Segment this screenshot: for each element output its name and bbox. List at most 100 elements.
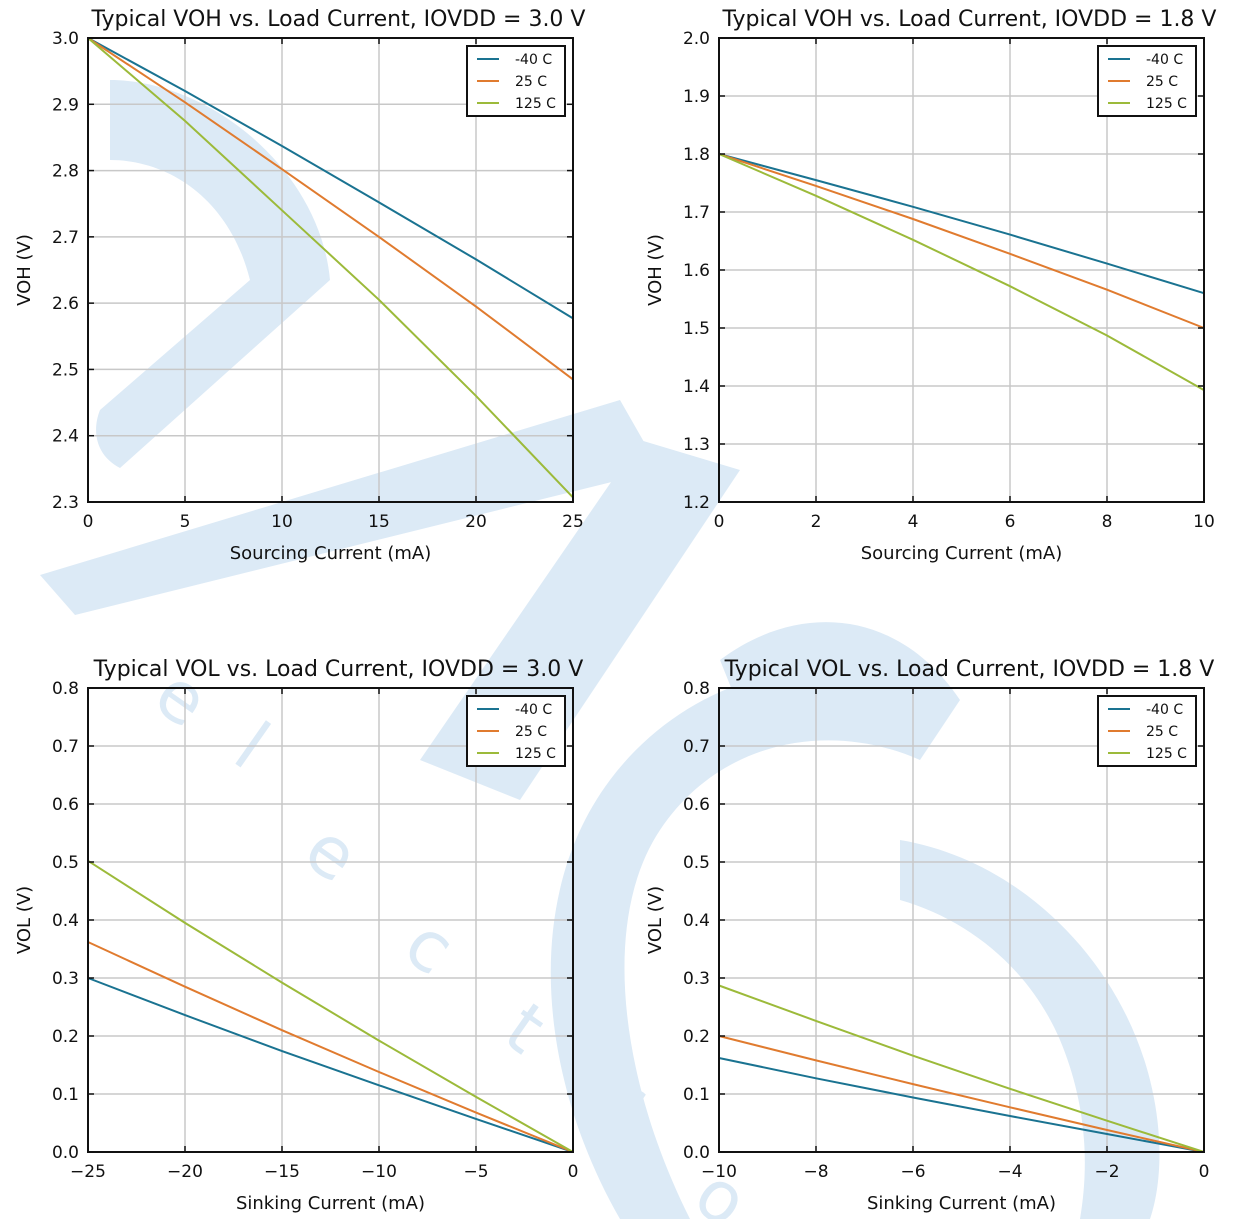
chart-1-x-tick-label-3: 15	[368, 512, 390, 532]
chart-3-series-line-2	[87, 859, 574, 1153]
chart-4-x-axis-label: Sinking Current (mA)	[867, 1193, 1056, 1214]
chart-1-legend-label-2: 125 C	[515, 96, 556, 112]
chart-2-series-line-0	[718, 153, 1205, 295]
chart-1-x-tick-label-0: 0	[83, 512, 94, 532]
chart-3-x-tick-label-3: −10	[361, 1162, 397, 1182]
chart-1-y-tick-label-7: 3.0	[52, 29, 79, 49]
chart-2-x-tick-label-1: 2	[811, 512, 822, 532]
chart-4-y-tick-label-2: 0.2	[683, 1027, 710, 1047]
chart-1-y-tick-label-1: 2.4	[52, 427, 79, 447]
chart-4-y-tick-label-4: 0.4	[683, 911, 710, 931]
chart-1-series-line-1	[87, 37, 574, 381]
chart-3-series-line-0	[87, 977, 574, 1153]
watermark-shape-ring-outer	[550, 667, 960, 1219]
chart-4-y-tick-label-6: 0.6	[683, 795, 710, 815]
chart-1-x-tick-label-1: 5	[180, 512, 191, 532]
chart-1-y-axis-label: VOH (V)	[14, 234, 35, 306]
watermark-shape-ring-right	[900, 840, 1160, 1219]
chart-4-x-tick-label-4: −2	[1094, 1162, 1119, 1182]
chart-3-title: Typical VOL vs. Load Current, IOVDD = 3.…	[93, 657, 584, 682]
chart-1-y-tick-label-5: 2.8	[52, 162, 79, 182]
watermark-shape-left-arc	[96, 80, 330, 468]
chart-2-x-tick-label-0: 0	[714, 512, 725, 532]
chart-3-y-axis-label: VOL (V)	[14, 886, 35, 954]
chart-2-y-tick-label-5: 1.7	[683, 203, 710, 223]
chart-2-y-tick-label-4: 1.6	[683, 261, 710, 281]
chart-3-series-line-1	[87, 941, 574, 1153]
chart-4-y-tick-label-0: 0.0	[683, 1143, 710, 1163]
chart-1-y-tick-label-3: 2.6	[52, 294, 79, 314]
chart-1-legend-label-1: 25 C	[515, 74, 547, 90]
chart-2: 0 2 4 6 8 10 1.2 1.3 1.4 1.5 1.6 1.7 1.8 1.9 2.0 Typica…	[645, 7, 1216, 564]
chart-1-x-axis-label: Sourcing Current (mA)	[230, 543, 432, 564]
chart-1-series-line-2	[87, 37, 574, 499]
chart-2-y-tick-label-1: 1.3	[683, 435, 710, 455]
chart-4-y-tick-label-1: 0.1	[683, 1085, 710, 1105]
chart-2-legend-label-1: 25 C	[1146, 74, 1178, 90]
chart-1-x-tick-label-4: 20	[465, 512, 487, 532]
chart-4-x-tick-label-2: −6	[900, 1162, 925, 1182]
chart-4-series-line-0	[718, 1057, 1205, 1153]
chart-3-y-tick-label-1: 0.1	[52, 1085, 79, 1105]
chart-2-x-tick-label-3: 6	[1005, 512, 1016, 532]
chart-4-x-tick-label-5: 0	[1199, 1162, 1210, 1182]
chart-4-legend-label-2: 125 C	[1146, 746, 1187, 762]
chart-3: −25 −20 −15 −10 −5 0 0.0 0.1 0.2 0.3 0.4 0.5 0.6 0.7 0…	[14, 657, 583, 1214]
chart-4-y-tick-label-3: 0.3	[683, 969, 710, 989]
chart-3-x-tick-label-5: 0	[568, 1162, 579, 1182]
chart-2-y-tick-label-6: 1.8	[683, 145, 710, 165]
chart-3-x-axis-label: Sinking Current (mA)	[236, 1193, 425, 1214]
chart-4-x-tick-label-0: −10	[701, 1162, 737, 1182]
chart-2-legend-label-2: 125 C	[1146, 96, 1187, 112]
chart-1-series-line-0	[87, 37, 574, 320]
chart-1-x-tick-label-2: 10	[271, 512, 293, 532]
chart-2-y-tick-label-0: 1.2	[683, 493, 710, 513]
chart-4-series-line-1	[718, 1035, 1205, 1153]
chart-3-y-tick-label-2: 0.2	[52, 1027, 79, 1047]
chart-1-plot-frame	[87, 37, 574, 503]
chart-3-y-tick-label-5: 0.5	[52, 853, 79, 873]
chart-2-x-axis-label: Sourcing Current (mA)	[861, 543, 1063, 564]
chart-3-legend-label-1: 25 C	[515, 724, 547, 740]
chart-4-title: Typical VOL vs. Load Current, IOVDD = 1.…	[724, 657, 1215, 682]
chart-4-legend-label-0: -40 C	[1146, 702, 1183, 718]
chart-2-legend-box	[1097, 45, 1197, 117]
watermark-shape-right-arc	[720, 622, 960, 740]
chart-3-y-tick-label-8: 0.8	[52, 679, 79, 699]
chart-2-title: Typical VOH vs. Load Current, IOVDD = 1.…	[722, 7, 1217, 32]
watermark-shape-diagonal-band	[40, 400, 660, 615]
chart-3-y-tick-label-6: 0.6	[52, 795, 79, 815]
chart-3-x-tick-label-0: −25	[70, 1162, 106, 1182]
chart-1-y-tick-label-6: 2.9	[52, 95, 79, 115]
chart-2-y-tick-label-7: 1.9	[683, 87, 710, 107]
chart-4-y-axis-label: VOL (V)	[645, 886, 666, 954]
chart-3-y-tick-label-3: 0.3	[52, 969, 79, 989]
chart-2-y-tick-label-2: 1.4	[683, 377, 710, 397]
chart-2-y-tick-label-3: 1.5	[683, 319, 710, 339]
chart-4-y-tick-label-8: 0.8	[683, 679, 710, 699]
chart-2-x-tick-label-4: 8	[1102, 512, 1113, 532]
chart-3-legend-label-2: 125 C	[515, 746, 556, 762]
chart-2-x-tick-label-2: 4	[908, 512, 919, 532]
chart-3-legend-label-0: -40 C	[515, 702, 552, 718]
chart-3-x-tick-label-1: −20	[167, 1162, 203, 1182]
chart-4-series-line-2	[718, 984, 1205, 1153]
chart-3-y-tick-label-4: 0.4	[52, 911, 79, 931]
chart-4: −10 −8 −6 −4 −2 0 0.0 0.1 0.2 0.3 0.4 0.5 0.6 0.7 0.8 T…	[645, 657, 1214, 1214]
chart-3-y-tick-label-7: 0.7	[52, 737, 79, 757]
chart-2-y-axis-label: VOH (V)	[645, 234, 666, 306]
chart-4-legend-label-1: 25 C	[1146, 724, 1178, 740]
chart-2-legend-label-0: -40 C	[1146, 52, 1183, 68]
chart-1-title: Typical VOH vs. Load Current, IOVDD = 3.…	[91, 7, 586, 32]
chart-1-legend-label-0: -40 C	[515, 52, 552, 68]
chart-1-y-tick-label-2: 2.5	[52, 360, 79, 380]
chart-3-y-tick-label-0: 0.0	[52, 1143, 79, 1163]
chart-2-series-line-1	[718, 153, 1205, 329]
chart-2-x-tick-label-5: 10	[1193, 512, 1215, 532]
chart-4-y-tick-label-5: 0.5	[683, 853, 710, 873]
chart-3-x-tick-label-4: −5	[463, 1162, 488, 1182]
chart-1-y-tick-label-4: 2.7	[52, 228, 79, 248]
chart-3-x-tick-label-2: −15	[264, 1162, 300, 1182]
